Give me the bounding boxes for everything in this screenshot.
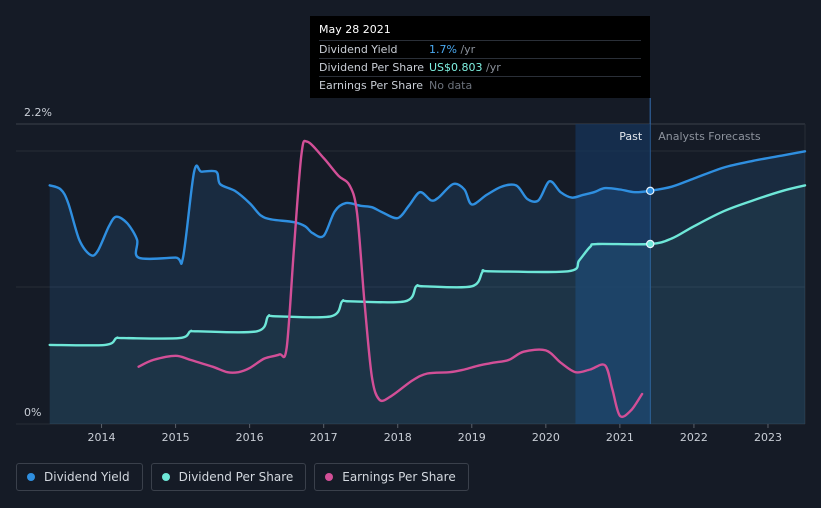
tooltip-value: US$0.803 <box>429 61 483 74</box>
x-tick-label: 2020 <box>532 431 560 444</box>
tooltip-date: May 28 2021 <box>319 23 391 36</box>
series-lines <box>48 139 807 419</box>
x-tick-label: 2021 <box>606 431 634 444</box>
tooltip-value: No data <box>429 79 473 92</box>
tooltip-unit: /yr <box>482 61 501 74</box>
tooltip-label: Dividend Yield <box>319 43 398 56</box>
legend: Dividend Yield Dividend Per Share Earnin… <box>16 463 469 491</box>
legend-dot-icon <box>161 473 170 481</box>
hover-markers <box>646 186 655 249</box>
legend-label: Dividend Per Share <box>178 470 294 484</box>
x-tick-label: 2017 <box>310 431 338 444</box>
legend-dot-icon <box>325 473 334 481</box>
series-line-earnings-per-share <box>137 139 644 419</box>
x-tick-label: 2023 <box>754 431 782 444</box>
ytick-bottom-label: 0% <box>24 406 41 419</box>
past-highlight-band <box>575 124 651 424</box>
x-tick-label: 2015 <box>162 431 190 444</box>
tooltip-label: Earnings Per Share <box>319 79 424 92</box>
legend-dot-icon <box>27 473 35 481</box>
x-tick-label: 2022 <box>680 431 708 444</box>
x-tick-label: 2018 <box>384 431 412 444</box>
tooltip-unit: /yr <box>456 43 476 56</box>
past-label: Past <box>619 130 643 143</box>
legend-item-dividend-yield[interactable]: Dividend Yield <box>16 463 143 491</box>
tooltip-row-dividend-per-share: Dividend Per Share US$0.803 /yr <box>319 58 641 76</box>
series-line-dividend-per-share <box>48 184 807 347</box>
tooltip: May 28 2021 Dividend Yield 1.7% /yr Divi… <box>310 16 650 98</box>
tooltip-label: Dividend Per Share <box>319 61 425 74</box>
legend-label: Earnings Per Share <box>342 470 456 484</box>
legend-label: Dividend Yield <box>44 470 130 484</box>
legend-item-earnings-per-share[interactable]: Earnings Per Share <box>314 463 469 491</box>
x-tick-label: 2014 <box>88 431 116 444</box>
x-axis: 2014 2015 2016 2017 2018 2019 2020 2021 2022 2023 <box>88 424 782 444</box>
forecast-label: Analysts Forecasts <box>658 130 761 143</box>
ytick-top-label: 2.2% <box>24 106 52 119</box>
tooltip-row-dividend-yield: Dividend Yield 1.7% /yr <box>319 40 641 58</box>
x-tick-label: 2019 <box>458 431 486 444</box>
area-dividend-yield <box>49 151 805 425</box>
tooltip-value: 1.7% <box>429 43 457 56</box>
legend-item-dividend-per-share[interactable]: Dividend Per Share <box>150 463 307 491</box>
series-areas <box>49 151 805 425</box>
marker-dividend-per-share <box>646 239 655 249</box>
x-tick-label: 2016 <box>236 431 264 444</box>
tooltip-row-earnings-per-share: Earnings Per Share No data <box>319 76 641 94</box>
marker-dividend-yield <box>646 186 655 196</box>
series-line-dividend-yield <box>48 150 807 265</box>
